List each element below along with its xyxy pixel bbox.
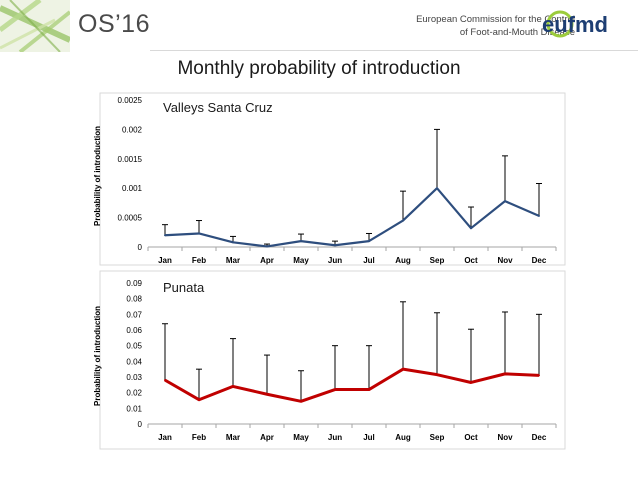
data-point <box>504 200 506 203</box>
slide-header: OS’16 European Commission for the Contro… <box>0 0 638 52</box>
x-tick-label: Mar <box>226 256 240 265</box>
data-point <box>504 372 506 375</box>
data-point <box>402 368 404 371</box>
data-point <box>164 379 166 382</box>
x-tick-label: Aug <box>395 256 411 265</box>
x-tick-label: Apr <box>260 433 274 442</box>
chart2-title: Punata <box>163 280 205 295</box>
y-tick-label: 0.05 <box>126 342 142 351</box>
y-tick-label: 0.001 <box>122 184 143 193</box>
x-tick-label: Apr <box>260 256 274 265</box>
x-tick-label: Nov <box>497 433 513 442</box>
commission-name: European Commission for the Control of F… <box>400 13 575 39</box>
data-point <box>266 245 268 248</box>
x-tick-label: May <box>293 256 309 265</box>
y-tick-label: 0.03 <box>126 373 142 382</box>
y-tick-label: 0.06 <box>126 326 142 335</box>
y-tick-label: 0.07 <box>126 310 142 319</box>
chart2-ylabel: Probability of introduction <box>93 306 102 406</box>
data-point <box>266 393 268 396</box>
x-tick-label: Dec <box>532 256 547 265</box>
x-tick-label: Mar <box>226 433 240 442</box>
data-point <box>232 241 234 244</box>
data-point <box>164 234 166 237</box>
y-tick-label: 0.09 <box>126 279 142 288</box>
commission-line-1: European Commission for the Control <box>416 14 575 25</box>
decorative-map-graphic <box>0 0 70 52</box>
x-tick-label: Jul <box>363 256 375 265</box>
chart1-plot: 0 0.0005 0.001 0.0015 0.002 0.0025 Jan Feb Mar Ap… <box>118 96 557 265</box>
x-tick-label: Jan <box>158 256 172 265</box>
eufmd-logo: eufmd <box>542 10 608 38</box>
series-line <box>164 367 540 403</box>
y-tick-label: 0.0025 <box>118 96 143 105</box>
x-tick-label: Feb <box>192 433 206 442</box>
x-tick-label: Sep <box>430 256 445 265</box>
data-point <box>436 187 438 190</box>
chart2-plot: 0 0.01 0.02 0.03 0.04 0.05 0.06 0.07 0.08 0.09 Jan… <box>126 279 557 442</box>
x-tick-label: Jun <box>328 256 342 265</box>
data-point <box>232 385 234 388</box>
data-point <box>300 400 302 403</box>
y-tick-label: 0.04 <box>126 357 142 366</box>
x-tick-label: Feb <box>192 256 206 265</box>
x-tick-label: Dec <box>532 433 547 442</box>
x-tick-label: Oct <box>464 256 478 265</box>
x-tick-label: Nov <box>497 256 513 265</box>
x-tick-label: Jan <box>158 433 172 442</box>
commission-line-2: of Foot-and-Mouth Disease <box>459 27 575 38</box>
y-tick-label: 0.08 <box>126 295 142 304</box>
data-point <box>368 240 370 243</box>
data-point <box>402 219 404 222</box>
x-tick-label: Sep <box>430 433 445 442</box>
data-point <box>470 227 472 230</box>
os16-logo-text: OS’16 <box>78 10 150 38</box>
chart1-ylabel: Probability of introduction <box>93 126 102 226</box>
data-point <box>470 381 472 384</box>
x-tick-label: May <box>293 433 309 442</box>
data-point <box>198 398 200 401</box>
slide-title: Monthly probability of introduction <box>177 58 461 79</box>
chart2-area <box>99 270 566 450</box>
x-tick-label: Jun <box>328 433 342 442</box>
eufmd-logo-text: eufmd <box>542 12 608 37</box>
data-point <box>300 240 302 243</box>
y-tick-label: 0.01 <box>126 404 142 413</box>
data-point <box>334 244 336 247</box>
chart1-title: Valleys Santa Cruz <box>163 100 273 115</box>
data-point <box>334 388 336 391</box>
data-point <box>538 374 540 377</box>
y-tick-label: 0.0015 <box>118 155 143 164</box>
y-tick-label: 0 <box>138 243 143 252</box>
series-line <box>164 187 540 248</box>
y-tick-label: 0.002 <box>122 125 143 134</box>
header-divider <box>150 50 638 51</box>
x-tick-label: Aug <box>395 433 411 442</box>
data-point <box>198 232 200 235</box>
y-tick-label: 0.02 <box>126 389 142 398</box>
data-point <box>368 388 370 391</box>
x-tick-label: Jul <box>363 433 375 442</box>
x-tick-label: Oct <box>464 433 478 442</box>
data-point <box>538 214 540 217</box>
y-tick-label: 0 <box>138 420 143 429</box>
y-tick-label: 0.0005 <box>118 214 143 223</box>
chart1-area <box>99 92 566 266</box>
data-point <box>436 373 438 376</box>
